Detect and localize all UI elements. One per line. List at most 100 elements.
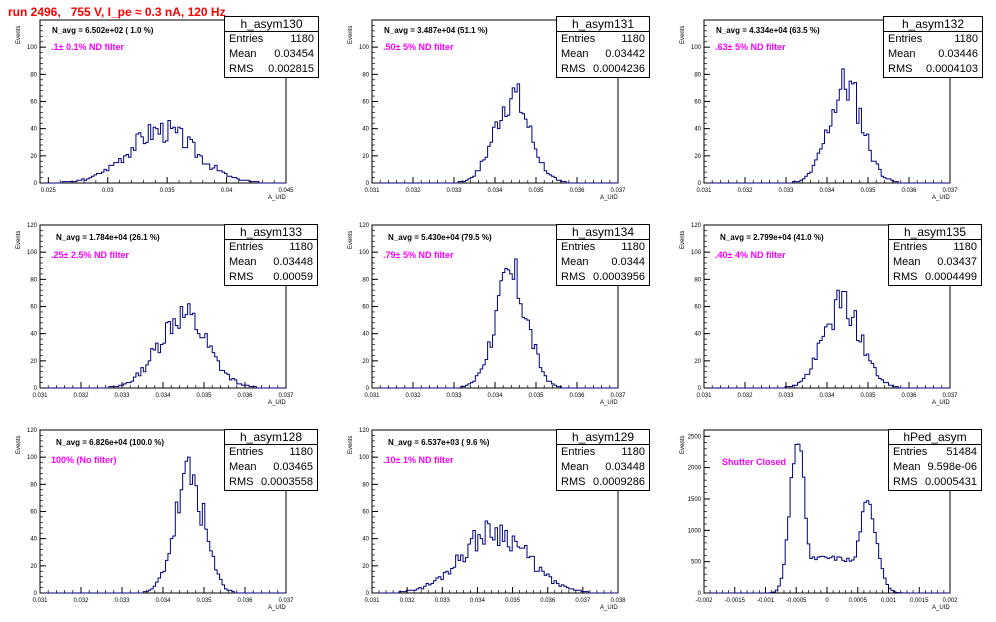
y-tick-label: 40 bbox=[694, 332, 701, 338]
y-tick-label: 40 bbox=[30, 537, 37, 543]
stats-row-entries: Entries 1180 bbox=[884, 32, 982, 47]
stats-box: h_asym129 Entries 1180 Mean 0.03448 RMS 0.0009… bbox=[556, 429, 650, 491]
stats-key: RMS bbox=[893, 476, 918, 488]
y-tick-label: 40 bbox=[362, 127, 369, 133]
filter-label: .25± 2.5% ND filter bbox=[51, 250, 129, 260]
filter-label: .1± 0.1% ND filter bbox=[51, 42, 124, 52]
y-axis-label: Events bbox=[16, 230, 22, 249]
stats-key: Mean bbox=[229, 461, 257, 473]
y-tick-label: 60 bbox=[694, 305, 701, 311]
stats-value: 1180 bbox=[289, 241, 313, 253]
y-axis-label: Events bbox=[680, 435, 686, 454]
stats-value: 1180 bbox=[289, 446, 313, 458]
x-tick-label: 0.036 bbox=[237, 393, 253, 399]
x-axis-label: A_UID bbox=[268, 400, 286, 406]
x-tick-label: 0.03 bbox=[102, 188, 114, 194]
histogram-svg: 0.031 0.032 0.033 0.034 0.035 0.036 0.037 0.038… bbox=[359, 428, 626, 604]
stats-value: 0.03437 bbox=[937, 256, 977, 268]
y-tick-label: 60 bbox=[30, 100, 37, 106]
x-tick-label: 0.045 bbox=[278, 188, 294, 194]
x-tick-label: 0.034 bbox=[819, 393, 835, 399]
stats-box: hPed_asym Entries 51484 Mean 9.598e-06 RMS 0.0… bbox=[888, 429, 982, 491]
n-avg-label: N_avg = 2.799e+04 (41.0 %) bbox=[720, 233, 824, 242]
stats-row-entries: Entries 1180 bbox=[225, 445, 317, 460]
y-tick-label: 80 bbox=[362, 72, 369, 78]
histogram-svg: 0.031 0.032 0.033 0.034 0.035 0.036 0.037 0 20 40… bbox=[359, 223, 626, 399]
stats-value: 0.03465 bbox=[273, 461, 313, 473]
histogram-name: h_asym130 bbox=[225, 17, 318, 32]
stats-box: h_asym132 Entries 1180 Mean 0.03446 RMS 0.0004… bbox=[883, 16, 983, 78]
y-tick-label: 100 bbox=[27, 455, 38, 461]
stats-row-mean: Mean 0.0344 bbox=[557, 255, 649, 270]
stats-row-mean: Mean 0.03448 bbox=[557, 460, 649, 475]
x-tick-label: 0.031 bbox=[696, 393, 712, 399]
histogram-name: h_asym131 bbox=[557, 17, 649, 32]
y-tick-label: 0 bbox=[366, 386, 370, 392]
stats-key: Entries bbox=[561, 33, 596, 45]
stats-row-entries: Entries 1180 bbox=[889, 240, 981, 255]
stats-row-mean: Mean 9.598e-06 bbox=[889, 460, 981, 475]
y-tick-label: 0 bbox=[698, 386, 702, 392]
x-tick-label: 0.001 bbox=[881, 598, 897, 604]
x-tick-label: 0.031 bbox=[364, 598, 380, 604]
x-tick-label: 0.035 bbox=[860, 188, 876, 194]
stats-key: RMS bbox=[561, 476, 586, 488]
filter-label: .63± 5% ND filter bbox=[715, 42, 786, 52]
x-tick-label: 0.0005 bbox=[849, 598, 868, 604]
y-tick-label: 40 bbox=[362, 537, 369, 543]
x-tick-label: 0.035 bbox=[196, 598, 212, 604]
x-tick-label: 0.035 bbox=[505, 598, 521, 604]
stats-key: RMS bbox=[561, 271, 586, 283]
stats-row-mean: Mean 0.03465 bbox=[225, 460, 317, 475]
page-title: run 2496, 755 V, I_pe ≈ 0.3 nA, 120 Hz bbox=[8, 5, 226, 19]
x-tick-label: 0.032 bbox=[73, 393, 89, 399]
stats-value: 51484 bbox=[946, 446, 977, 458]
histogram-line bbox=[40, 456, 286, 594]
histogram-line bbox=[704, 68, 950, 184]
stats-value: 0.03442 bbox=[605, 48, 645, 60]
x-tick-label: 0.036 bbox=[901, 188, 917, 194]
stats-value: 0.00059 bbox=[273, 271, 313, 283]
y-tick-label: 100 bbox=[691, 45, 702, 51]
histogram-pad-h_asym132: 0.031 0.032 0.033 0.034 0.035 0.036 0.037 0 20 40… bbox=[664, 0, 992, 205]
stats-key: Entries bbox=[229, 446, 264, 458]
stats-row-entries: Entries 51484 bbox=[889, 445, 981, 460]
y-tick-label: 100 bbox=[691, 250, 702, 256]
stats-key: Mean bbox=[561, 256, 589, 268]
stats-row-entries: Entries 1180 bbox=[557, 445, 649, 460]
x-tick-label: 0.037 bbox=[278, 393, 294, 399]
y-tick-label: 40 bbox=[694, 127, 701, 133]
stats-value: 0.03446 bbox=[938, 48, 978, 60]
y-tick-label: 100 bbox=[359, 250, 370, 256]
stats-key: Entries bbox=[229, 33, 264, 45]
y-tick-label: 20 bbox=[694, 154, 701, 160]
x-tick-label: 0.031 bbox=[32, 598, 48, 604]
y-tick-label: 0 bbox=[366, 181, 370, 187]
stats-key: Entries bbox=[229, 241, 264, 253]
y-axis-label: Events bbox=[16, 435, 22, 454]
y-tick-label: 120 bbox=[691, 223, 702, 229]
x-tick-label: 0.035 bbox=[528, 393, 544, 399]
x-tick-label: 0 bbox=[825, 598, 829, 604]
y-tick-label: 80 bbox=[30, 72, 37, 78]
filter-label: Shutter Closed bbox=[722, 457, 787, 467]
stats-key: RMS bbox=[229, 63, 254, 75]
x-tick-label: -0.0015 bbox=[725, 598, 746, 604]
x-tick-label: 0.031 bbox=[32, 393, 48, 399]
stats-value: 1180 bbox=[290, 33, 314, 45]
stats-box: h_asym133 Entries 1180 Mean 0.03448 RMS 0.0005… bbox=[224, 224, 318, 286]
n-avg-label: N_avg = 1.784e+04 (26.1 %) bbox=[56, 233, 160, 242]
histogram-pad-h_asym135: 0.031 0.032 0.033 0.034 0.035 0.036 0.037 0 20 40… bbox=[664, 205, 992, 410]
x-tick-label: 0.032 bbox=[405, 188, 421, 194]
n-avg-label: N_avg = 5.430e+04 (79.5 %) bbox=[388, 233, 492, 242]
stats-row-entries: Entries 1180 bbox=[557, 32, 649, 47]
histogram-name: h_asym134 bbox=[557, 225, 649, 240]
stats-value: 0.0004499 bbox=[925, 271, 977, 283]
stats-value: 1180 bbox=[621, 446, 645, 458]
stats-key: Entries bbox=[561, 446, 596, 458]
x-tick-label: 0.032 bbox=[737, 393, 753, 399]
histogram-pad-h_asym133: 0.031 0.032 0.033 0.034 0.035 0.036 0.037 0 20 40… bbox=[0, 205, 328, 410]
stats-value: 9.598e-06 bbox=[927, 461, 977, 473]
stats-box: h_asym135 Entries 1180 Mean 0.03437 RMS 0.0004… bbox=[888, 224, 982, 286]
x-tick-label: 0.033 bbox=[778, 188, 794, 194]
